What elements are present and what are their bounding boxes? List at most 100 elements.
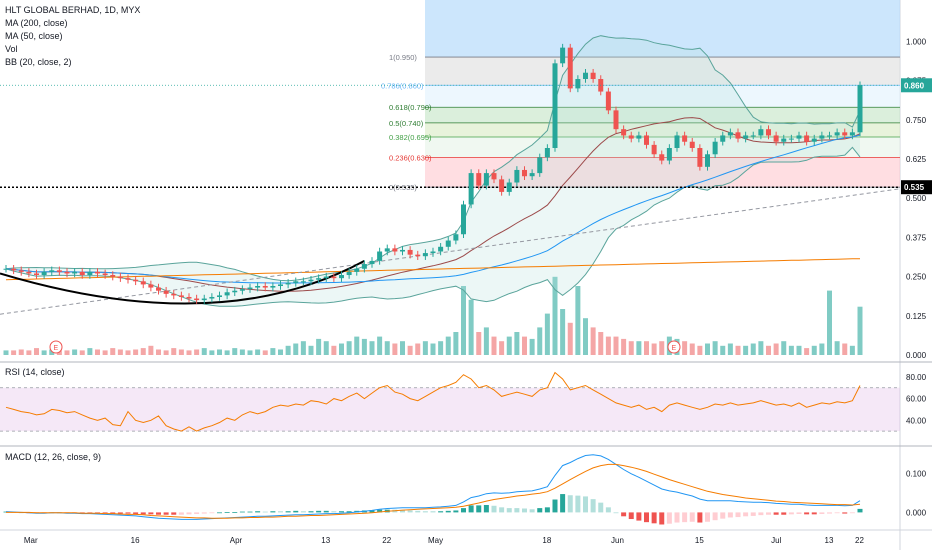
symbol-title[interactable]: HLT GLOBAL BERHAD, 1D, MYX	[5, 5, 141, 15]
bb-upper-line	[5, 35, 861, 282]
candle-body	[743, 135, 749, 139]
candle-body	[384, 248, 390, 252]
candle-body	[79, 271, 85, 276]
macd-histogram-bar	[522, 508, 527, 513]
volume-bar	[834, 341, 840, 355]
candle-body	[415, 254, 421, 257]
macd-histogram-bar	[758, 512, 764, 516]
volume-bar	[270, 348, 276, 355]
macd-histogram-bar	[583, 496, 588, 513]
macd-histogram-bar	[499, 507, 505, 513]
macd-histogram-bar	[102, 512, 108, 514]
macd-histogram-bar	[567, 495, 573, 513]
candle-body	[811, 138, 817, 142]
rsi-title[interactable]: RSI (14, close)	[5, 367, 65, 377]
volume-bar	[621, 338, 627, 355]
candle-body	[18, 270, 24, 272]
macd-histogram-bar	[483, 504, 489, 513]
candle-body	[148, 284, 154, 288]
bb-lower-line	[5, 146, 861, 307]
volume-bar	[827, 290, 832, 355]
candle-body	[56, 270, 62, 272]
volume-bar	[590, 327, 596, 355]
macd-histogram-bar	[171, 512, 177, 515]
candle-body	[605, 91, 611, 111]
fib-zone	[425, 137, 900, 158]
macd-histogram-bar	[834, 512, 840, 514]
volume-bar	[483, 327, 489, 355]
volume-bar	[262, 350, 268, 355]
macd-histogram-bar	[300, 511, 306, 513]
candle-body	[758, 129, 764, 136]
macd-histogram-bar	[613, 512, 619, 514]
volume-bar	[598, 332, 604, 355]
volume-bar	[316, 338, 322, 355]
macd-histogram-bar	[689, 512, 695, 522]
volume-bar	[178, 349, 184, 355]
candle-body	[804, 135, 810, 142]
volume-bar	[232, 348, 238, 355]
legend-bb[interactable]: BB (20, close, 2)	[5, 57, 72, 67]
volume-bar	[148, 345, 154, 355]
macd-histogram-bar	[224, 512, 230, 513]
candle-body	[278, 284, 283, 286]
ma200-line	[5, 258, 861, 281]
candle-body	[49, 270, 55, 272]
candle-body	[217, 295, 222, 297]
volume-bar	[346, 341, 352, 355]
candle-body	[430, 251, 436, 254]
candle-body	[537, 157, 543, 174]
legend-ma200[interactable]: MA (200, close)	[5, 18, 68, 28]
candle-body	[788, 138, 794, 140]
volume-bar	[400, 341, 405, 355]
candle-body	[117, 276, 123, 279]
macd-histogram-bar	[232, 512, 238, 513]
candle-body	[377, 251, 383, 261]
candle-body	[262, 286, 268, 288]
volume-bar	[849, 345, 855, 355]
volume-bar	[87, 348, 93, 355]
candle-body	[567, 47, 573, 89]
rsi-legend[interactable]: RSI (14, close)	[5, 366, 65, 379]
candle-body	[697, 148, 703, 167]
volume-bar	[125, 350, 131, 355]
time-tick-label: 15	[695, 536, 704, 545]
price-tick-label: 0.500	[906, 194, 927, 203]
macd-histogram-bar	[796, 512, 802, 514]
volume-bar	[156, 349, 161, 355]
macd-histogram-bar	[621, 512, 627, 517]
candle-body	[41, 271, 47, 276]
volume-bar	[209, 350, 215, 355]
macd-histogram-bar	[148, 512, 154, 515]
macd-histogram-bar	[163, 512, 169, 515]
volume-bar	[453, 332, 459, 355]
volume-bar	[163, 350, 169, 355]
fib-zone	[425, 157, 900, 188]
candle-body	[331, 276, 337, 279]
time-tick-label: May	[428, 536, 443, 545]
candle-body	[560, 47, 566, 64]
volume-bar	[628, 341, 634, 355]
macd-legend[interactable]: MACD (12, 26, close, 9)	[5, 451, 101, 464]
volume-bar	[64, 350, 70, 355]
volume-bar	[712, 341, 718, 355]
candle-body	[224, 292, 230, 296]
macd-histogram-bar	[804, 512, 810, 515]
candle-body	[300, 281, 306, 283]
macd-title[interactable]: MACD (12, 26, close, 9)	[5, 452, 102, 462]
candle-body	[529, 173, 535, 177]
volume-bar	[392, 343, 398, 355]
fib-level-label: 0.5(0.740)	[389, 119, 424, 128]
candle-body	[346, 271, 352, 276]
macd-histogram-bar	[178, 512, 184, 515]
macd-histogram-bar	[247, 511, 253, 513]
volume-bar	[171, 348, 177, 355]
macd-histogram-bar	[476, 505, 482, 513]
legend-vol[interactable]: Vol	[5, 44, 18, 54]
volume-bar	[560, 309, 566, 355]
legend-ma50[interactable]: MA (50, close)	[5, 31, 63, 41]
price-tick-label: 0.750	[906, 116, 927, 125]
candle-body	[842, 132, 848, 136]
candle-body	[171, 293, 177, 296]
